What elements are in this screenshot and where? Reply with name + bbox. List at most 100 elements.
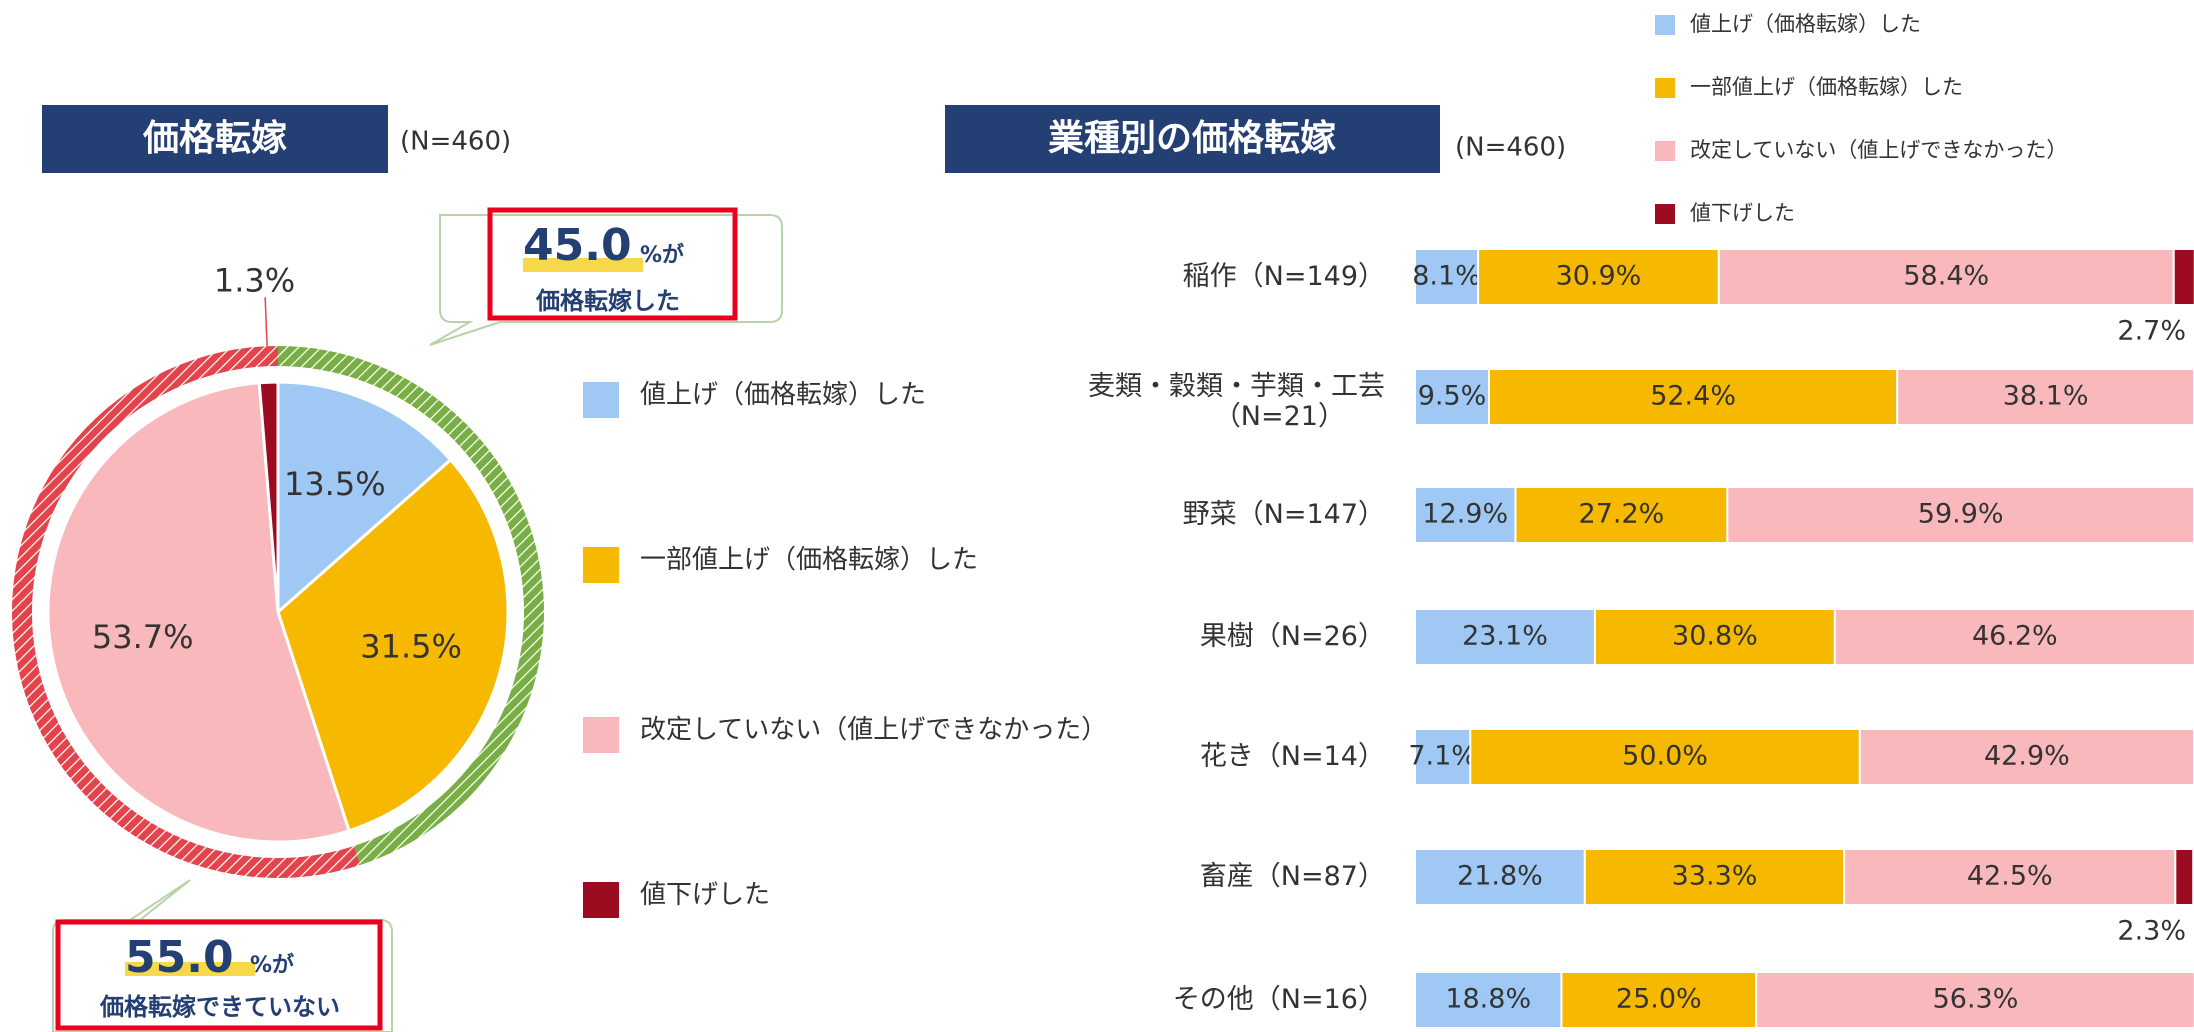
subtitle: (N=460) <box>1455 133 1566 163</box>
data-label: 12.9% <box>1422 499 1508 530</box>
bar-segment <box>1414 848 1586 906</box>
bar-segment <box>1414 248 1480 306</box>
legend-label: 一部値上げ（価格転嫁）した <box>640 545 979 575</box>
data-label: 2.7% <box>2117 316 2186 347</box>
data-label: 2.3% <box>2117 916 2186 947</box>
data-label: 30.8% <box>1672 621 1758 652</box>
bar-segment <box>1833 608 2194 666</box>
bar-segment <box>1414 486 1517 544</box>
data-label: 8.1% <box>1412 261 1481 292</box>
data-label: 53.7% <box>92 618 194 656</box>
data-label: 13.5% <box>284 465 386 503</box>
data-label: 59.9% <box>1918 499 2004 530</box>
title-box <box>945 105 1440 173</box>
annotation-number: 55.0 <box>125 932 234 983</box>
bar-segment <box>1583 848 1846 906</box>
legend-text-box: 一部値上げ（価格転嫁）した <box>640 545 979 575</box>
legend-swatch <box>583 547 619 583</box>
chart-title: 業種別の価格転嫁 <box>1048 118 1336 159</box>
subtitle: (N=460) <box>400 127 511 157</box>
legend-swatch <box>583 717 619 753</box>
annotation-unit: %が <box>640 242 684 268</box>
data-label: 31.5% <box>360 627 462 665</box>
bar-segment <box>1488 368 1899 426</box>
data-label: 42.9% <box>1984 741 2070 772</box>
legend-label: 値上げ（価格転嫁）した <box>1690 12 1921 36</box>
legend-text-box: 値下げした <box>640 880 771 910</box>
legend-swatch <box>1655 204 1675 224</box>
highlight <box>125 962 255 976</box>
data-label: 7.1% <box>1408 741 1477 772</box>
bar-segment <box>2172 248 2194 306</box>
title-box <box>42 105 388 173</box>
y-tick-label: 花き（N=14） <box>1200 741 1385 772</box>
legend-text-box: 改定していない（値上げできなかった） <box>640 715 1108 745</box>
legend-label: 一部値上げ（価格転嫁）した <box>1690 75 1963 99</box>
data-label: 21.8% <box>1457 861 1543 892</box>
red-frame <box>487 207 738 321</box>
bar-segment <box>1414 368 1491 426</box>
y-tick-label: 果樹（N=26） <box>1200 621 1385 652</box>
pie-slice <box>46 381 351 844</box>
data-label: 25.0% <box>1616 984 1702 1015</box>
legend-swatch <box>583 382 619 418</box>
legend-label: 改定していない（値上げできなかった） <box>1690 138 2067 162</box>
legend-label: 値下げした <box>640 880 771 910</box>
data-label: 50.0% <box>1622 741 1708 772</box>
bar-segment <box>1414 608 1596 666</box>
legend-label: 値下げした <box>1690 201 1795 225</box>
legend-label: 値上げ（価格転嫁）した <box>640 380 927 410</box>
data-label: 27.2% <box>1579 499 1665 530</box>
bar-segment <box>1755 971 2194 1029</box>
data-label: 18.8% <box>1445 984 1531 1015</box>
data-label: 9.5% <box>1418 381 1487 412</box>
bar-segment <box>1514 486 1729 544</box>
data-label: 1.3% <box>214 261 295 299</box>
bar-segment <box>1414 971 1563 1029</box>
bar-segment <box>1843 848 2177 906</box>
data-label: 23.1% <box>1462 621 1548 652</box>
data-label: 46.2% <box>1972 621 2058 652</box>
annotation-unit: %が <box>250 952 294 978</box>
data-label: 52.4% <box>1650 381 1736 412</box>
bar-segment <box>1858 728 2194 786</box>
pie-slice <box>276 380 453 616</box>
data-label: 33.3% <box>1672 861 1758 892</box>
highlight <box>523 258 643 272</box>
leader-line <box>264 297 268 347</box>
callout-bubble <box>429 214 783 346</box>
data-label: 58.4% <box>1903 261 1989 292</box>
annotation-number: 45.0 <box>523 220 632 271</box>
legend-label: 改定していない（値上げできなかった） <box>640 715 1108 745</box>
data-label: 56.3% <box>1933 984 2019 1015</box>
y-tick-label: 麦類・穀類・芋類・工芸（N=21） <box>1088 371 1385 432</box>
legend-swatch <box>1655 141 1675 161</box>
bar-segment <box>1414 728 1472 786</box>
data-label: 42.5% <box>1967 861 2053 892</box>
bar-segment <box>1593 608 1836 666</box>
chart-title: 価格転嫁 <box>142 118 287 159</box>
red-frame <box>55 919 383 1031</box>
legend-swatch <box>1655 15 1675 35</box>
bar-segment <box>1477 248 1720 306</box>
bar-segment <box>1896 368 2194 426</box>
y-tick-label: 畜産（N=87） <box>1200 861 1385 892</box>
legend-text-box: 値上げ（価格転嫁）した <box>640 380 927 410</box>
bar-segment <box>1469 728 1861 786</box>
bar-segment <box>1560 971 1758 1029</box>
pie-slice <box>276 457 510 833</box>
legend-swatch <box>583 882 619 918</box>
y-tick-label: 野菜（N=147） <box>1183 499 1385 530</box>
y-tick-label: 稲作（N=149） <box>1183 261 1385 292</box>
bar-segment <box>2174 848 2194 906</box>
bar-segment <box>1717 248 2175 306</box>
y-tick-label: その他（N=16） <box>1173 984 1385 1015</box>
data-label: 30.9% <box>1556 261 1642 292</box>
bar-segment <box>1726 486 2194 544</box>
annotation-text: 価格転嫁できていない <box>99 993 340 1021</box>
data-label: 38.1% <box>2003 381 2089 412</box>
pie-slice <box>257 380 280 613</box>
annotation-text: 価格転嫁した <box>535 287 680 315</box>
legend-swatch <box>1655 78 1675 98</box>
